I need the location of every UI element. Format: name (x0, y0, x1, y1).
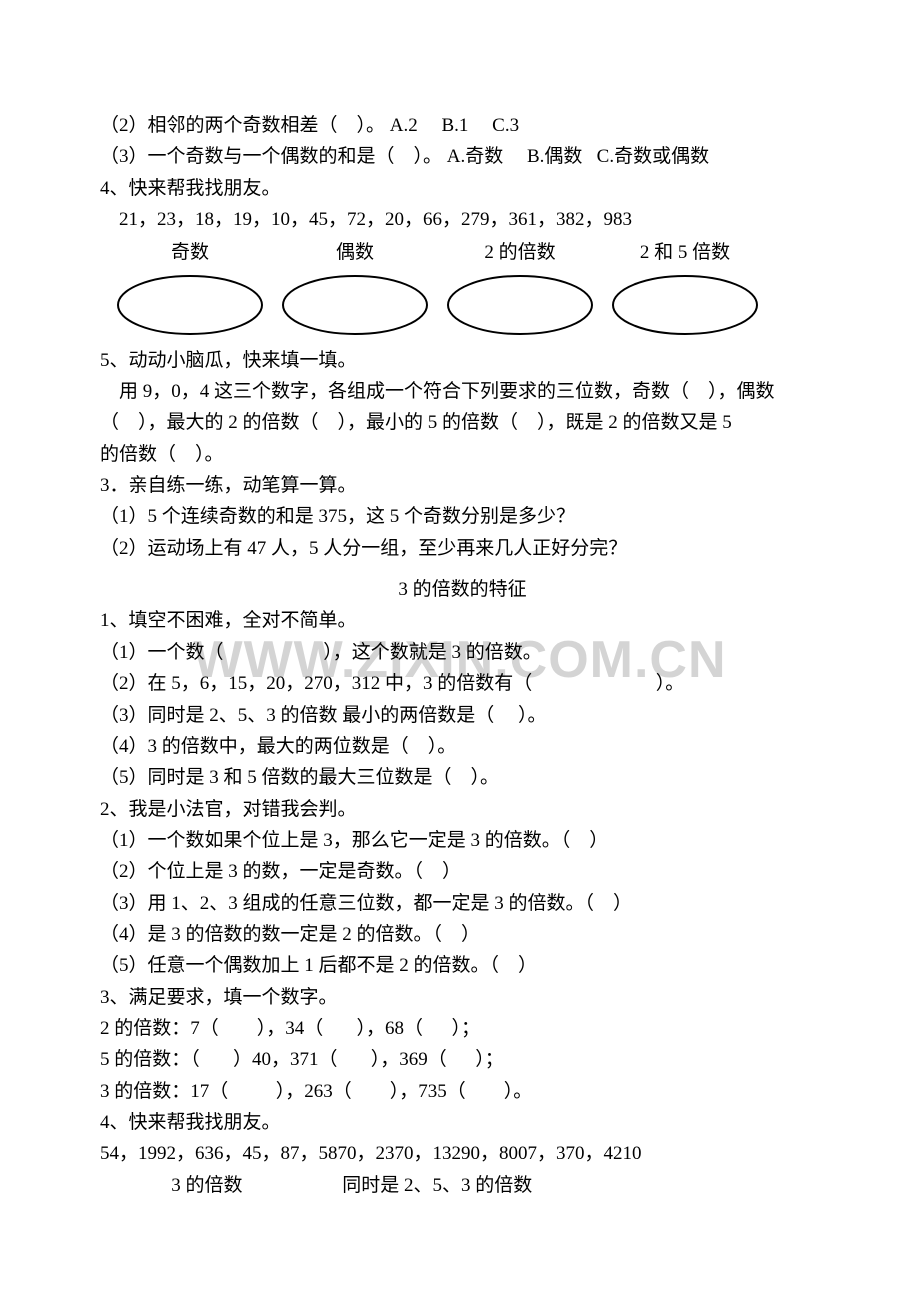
document-page: （2）相邻的两个奇数相差（ ）。 A.2 B.1 C.3 （3）一个奇数与一个偶… (0, 0, 920, 1281)
text-line: （5）同时是 3 和 5 倍数的最大三位数是（ ）。 (100, 762, 825, 793)
oval-group: 2 和 5 倍数 (610, 237, 760, 336)
text-line: （1）一个数如果个位上是 3，那么它一定是 3 的倍数。（ ） (100, 825, 825, 856)
text-line: （1）一个数（ ），这个数就是 3 的倍数。 (100, 637, 825, 668)
text-line: 4、快来帮我找朋友。 (100, 173, 825, 204)
text-line: 3 的倍数 同时是 2、5、3 的倍数 (100, 1170, 825, 1201)
text-line: 用 9，0，4 这三个数字，各组成一个符合下列要求的三位数，奇数（ ），偶数 (100, 376, 825, 407)
text-line: （2）运动场上有 47 人，5 人分一组，至少再来几人正好分完？ (100, 533, 825, 564)
oval-shape (115, 273, 265, 337)
text-line: 5、动动小脑瓜，快来填一填。 (100, 345, 825, 376)
text-line: 54，1992，636，45，87，5870，2370，13290，8007，3… (100, 1138, 825, 1169)
text-line: （1）5 个连续奇数的和是 375，这 5 个奇数分别是多少？ (100, 501, 825, 532)
text-line: （5）任意一个偶数加上 1 后都不是 2 的倍数。（ ） (100, 950, 825, 981)
oval-label: 偶数 (336, 237, 374, 268)
oval-group: 2 的倍数 (445, 237, 595, 336)
text-line: （4）是 3 的倍数的数一定是 2 的倍数。（ ） (100, 919, 825, 950)
text-line: 4、快来帮我找朋友。 (100, 1107, 825, 1138)
text-line: （2）相邻的两个奇数相差（ ）。 A.2 B.1 C.3 (100, 110, 825, 141)
oval-group: 偶数 (280, 237, 430, 336)
oval-shape (280, 273, 430, 337)
ovals-row: 奇数 偶数 2 的倍数 2 和 5 倍数 (100, 237, 825, 336)
oval-shape (610, 273, 760, 337)
text-line: （3）用 1、2、3 组成的任意三位数，都一定是 3 的倍数。（ ） (100, 888, 825, 919)
text-line: 3．亲自练一练，动笔算一算。 (100, 470, 825, 501)
text-line: 1、填空不困难，全对不简单。 (100, 605, 825, 636)
oval-label: 奇数 (171, 237, 209, 268)
text-line: 21，23，18，19，10，45，72，20，66，279，361，382，9… (100, 204, 825, 235)
text-line: 3 的倍数：17（ ），263（ ），735（ ）。 (100, 1076, 825, 1107)
text-line: 2 的倍数：7（ ），34（ ），68（ ）； (100, 1013, 825, 1044)
text-line: 5 的倍数：（ ）40，371（ ），369（ ）； (100, 1044, 825, 1075)
section-title: 3 的倍数的特征 (100, 574, 825, 605)
text-line: （2）个位上是 3 的数，一定是奇数。（ ） (100, 856, 825, 887)
text-line: （4）3 的倍数中，最大的两位数是（ ）。 (100, 731, 825, 762)
text-line: 的倍数（ ）。 (100, 439, 825, 470)
text-line: （ ），最大的 2 的倍数（ ），最小的 5 的倍数（ ），既是 2 的倍数又是… (100, 407, 825, 438)
text-line: （3）同时是 2、5、3 的倍数 最小的两倍数是（ ）。 (100, 700, 825, 731)
oval-shape (445, 273, 595, 337)
text-line: 2、我是小法官，对错我会判。 (100, 794, 825, 825)
oval-label: 2 和 5 倍数 (640, 237, 730, 268)
text-line: （2）在 5，6，15，20，270，312 中，3 的倍数有（ ）。 (100, 668, 825, 699)
oval-label: 2 的倍数 (484, 237, 555, 268)
oval-group: 奇数 (115, 237, 265, 336)
text-line: 3、满足要求，填一个数字。 (100, 982, 825, 1013)
text-line: （3）一个奇数与一个偶数的和是（ ）。 A.奇数 B.偶数 C.奇数或偶数 (100, 141, 825, 172)
